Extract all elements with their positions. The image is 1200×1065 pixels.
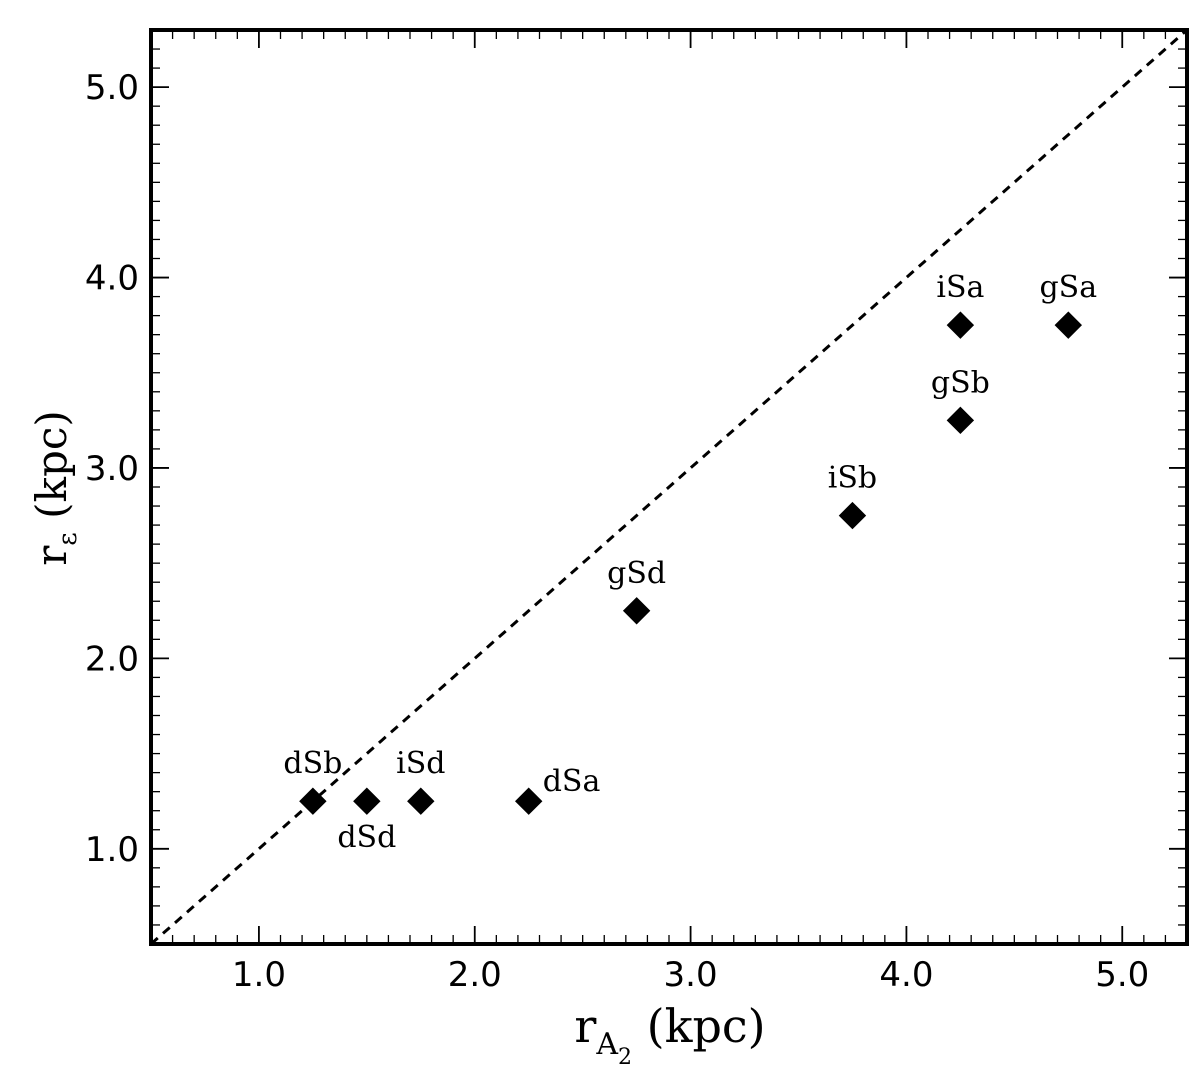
x-axis-title-sub: A bbox=[595, 1027, 618, 1062]
x-tick-label: 5.0 bbox=[1095, 955, 1149, 995]
point-label-gSd: gSd bbox=[607, 556, 666, 591]
tick-labels: 1.0 2.0 3.0 4.0 5.0 1.0 2.0 3.0 4.0 5.0 bbox=[85, 68, 1149, 995]
point-label-gSb: gSb bbox=[931, 365, 990, 400]
x-axis-title-unit: (kpc) bbox=[632, 999, 766, 1053]
x-axis-title-main: r bbox=[574, 999, 596, 1053]
point-label-dSb: dSb bbox=[283, 746, 342, 781]
point-marker-iSb bbox=[838, 501, 867, 530]
y-axis-title: rε (kpc) bbox=[27, 410, 83, 566]
x-tick-label: 1.0 bbox=[232, 955, 286, 995]
point-label-dSd: dSd bbox=[337, 820, 396, 855]
y-tick-label: 5.0 bbox=[85, 68, 139, 108]
y-axis-title-sub: ε bbox=[53, 532, 83, 545]
y-tick-label: 2.0 bbox=[85, 639, 139, 679]
point-marker-dSa bbox=[515, 787, 543, 815]
point-marker-dSb bbox=[299, 787, 327, 815]
point-marker-iSd bbox=[407, 787, 435, 815]
x-axis-title: rA2 (kpc) bbox=[574, 999, 765, 1065]
point-label-dSa: dSa bbox=[543, 764, 601, 799]
point-label-iSa: iSa bbox=[936, 270, 984, 305]
x-tick-label: 3.0 bbox=[664, 955, 718, 995]
x-tick-label: 4.0 bbox=[879, 955, 933, 995]
data-points: dSb dSd iSd dSa gSd iSb gSb iSa gSa bbox=[283, 270, 1097, 855]
point-label-iSd: iSd bbox=[396, 746, 445, 781]
plot-frame bbox=[149, 28, 1189, 946]
y-tick-label: 3.0 bbox=[85, 449, 139, 489]
point-marker-gSb bbox=[946, 406, 975, 435]
x-axis-title-subsub: 2 bbox=[618, 1045, 632, 1065]
y-axis-title-main: r bbox=[27, 545, 76, 566]
x-tick-label: 2.0 bbox=[448, 955, 502, 995]
point-marker-gSd bbox=[622, 597, 651, 625]
point-marker-gSa bbox=[1054, 311, 1082, 339]
point-label-gSa: gSa bbox=[1039, 270, 1097, 305]
point-marker-dSd bbox=[353, 787, 381, 815]
y-tick-label: 4.0 bbox=[85, 259, 139, 299]
point-label-iSb: iSb bbox=[828, 461, 877, 496]
y-axis-title-unit: (kpc) bbox=[27, 410, 76, 532]
reference-line bbox=[150, 28, 1188, 946]
point-marker-iSa bbox=[946, 311, 975, 339]
major-ticks bbox=[151, 30, 1187, 944]
y-tick-label: 1.0 bbox=[85, 830, 139, 870]
